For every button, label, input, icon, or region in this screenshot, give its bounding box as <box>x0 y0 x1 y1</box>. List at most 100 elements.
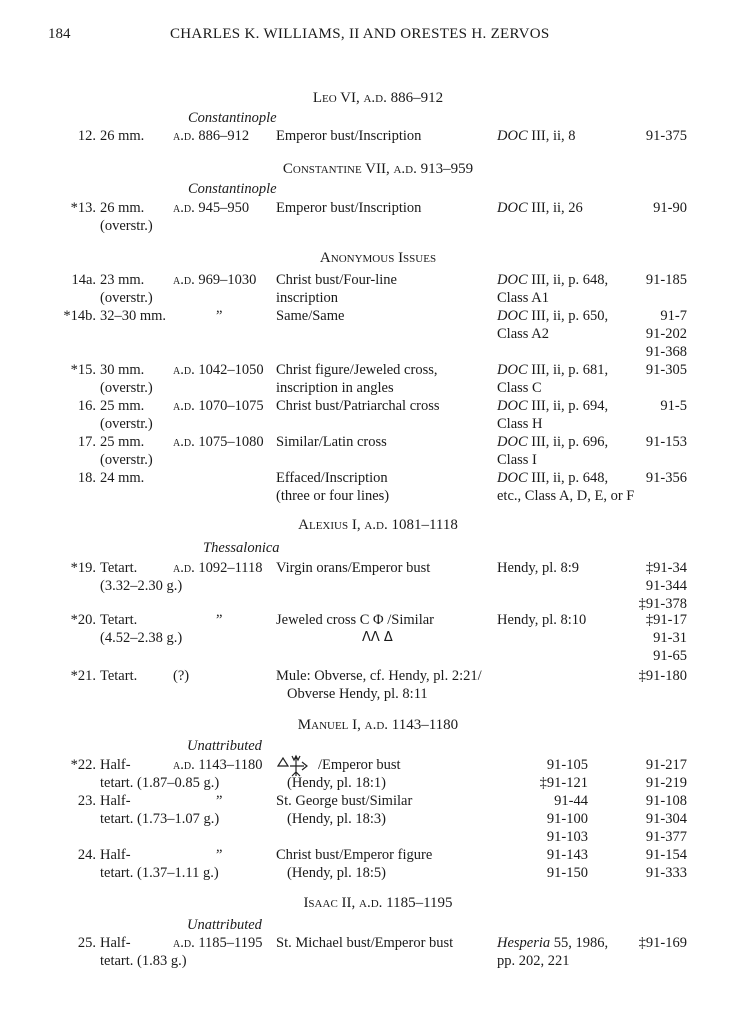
mint-name: Constantinople <box>188 110 277 126</box>
reference: Hendy, pl. 8:9 <box>497 560 580 576</box>
inventory-number: 91-7 <box>660 308 687 324</box>
coin-size: 23 mm. <box>100 272 145 288</box>
coin-size: Tetart. <box>100 668 138 684</box>
reference: DOC III, ii, p. 681, <box>497 362 609 378</box>
entry-number: *14b. <box>63 308 96 324</box>
section-heading: Constantine VII, a.d. 913–959 <box>0 160 756 178</box>
mint-label: Constantinople <box>0 109 756 127</box>
coin-date: ” <box>216 612 223 628</box>
reign-heading: Anonymous Issues <box>319 250 437 266</box>
entry-number: 17. <box>77 434 96 450</box>
reign-heading: Leo VI, a.d. 886–912 <box>312 90 444 106</box>
inventory-number: 91-143 <box>546 847 588 863</box>
reference: DOC III, ii, p. 648, <box>497 470 609 486</box>
coin-size: tetart. (1.73–1.07 g.) <box>100 811 220 827</box>
coin-size: 24 mm. <box>100 470 145 486</box>
catalogue-line: ‡91-378 <box>0 595 756 613</box>
inventory-number: 91-103 <box>546 829 588 845</box>
inventory-number: 91-154 <box>645 847 687 863</box>
coin-description: Virgin orans/Emperor bust <box>276 560 431 576</box>
coin-size: 25 mm. <box>100 434 145 450</box>
coin-size: (overstr.) <box>100 380 153 396</box>
coin-date: a.d. 945–950 <box>173 200 250 216</box>
coin-description: Christ bust/Patriarchal cross <box>276 398 440 414</box>
coin-size: 32–30 mm. <box>100 308 167 324</box>
entry-number: *21. <box>70 668 96 684</box>
coin-description: Mule: Obverse, cf. Hendy, pl. 2:21/ <box>276 668 482 684</box>
coin-size: Half- <box>100 793 131 809</box>
reference: DOC III, ii, p. 696, <box>497 434 609 450</box>
inventory-number: 91-100 <box>546 811 588 827</box>
coin-size: 26 mm. <box>100 128 145 144</box>
coin-size: Tetart. <box>100 560 138 576</box>
catalogue-line: Obverse Hendy, pl. 8:11 <box>0 685 756 703</box>
entry-number: *20. <box>70 612 96 628</box>
coin-size: Half- <box>100 935 131 951</box>
reference: Class C <box>497 380 542 396</box>
inventory-number: 91-44 <box>554 793 588 809</box>
entry-number: 24. <box>77 847 96 863</box>
monogram-letters: ΛΛ Δ <box>362 630 393 645</box>
coin-description: Jeweled cross C Φ /Similar <box>276 612 434 628</box>
coin-description: Same/Same <box>276 308 345 324</box>
coin-size: (overstr.) <box>100 452 153 468</box>
inventory-number: ‡91-17 <box>645 612 687 628</box>
catalogue-line: *19. Tetart. a.d. 1092–1118 Virgin orans/Em… <box>0 559 756 577</box>
reign-heading: Isaac II, a.d. 1185–1195 <box>303 895 453 911</box>
coin-description: (Hendy, pl. 18:5) <box>287 865 386 881</box>
entry-number: 12. <box>77 128 96 144</box>
mint-label: Thessalonica <box>0 539 756 557</box>
inventory-number: ‡91-121 <box>539 775 588 791</box>
coin-description: /Emperor bust <box>318 757 401 773</box>
inventory-number: 91-304 <box>645 811 687 827</box>
catalogue-line: (overstr.) inscription in angles Class C <box>0 379 756 397</box>
coin-description: St. Michael bust/Emperor bust <box>276 935 454 951</box>
catalogue-line: 18. 24 mm. Effaced/Inscription DOC III, ii,… <box>0 469 756 487</box>
coin-date: a.d. 1143–1180 <box>173 757 263 773</box>
entry-number: *15. <box>70 362 96 378</box>
inventory-number: 91-333 <box>645 865 687 881</box>
catalogue-line: tetart. (1.87–0.85 g.) (Hendy, pl. 18:1) ‡… <box>0 774 756 792</box>
reference: DOC III, ii, p. 650, <box>497 308 609 324</box>
coin-size: tetart. (1.37–1.11 g.) <box>100 865 219 881</box>
reference: pp. 202, 221 <box>497 953 570 969</box>
inventory-number: 91-217 <box>645 757 687 773</box>
mint-label: Unattributed <box>0 737 756 755</box>
catalogue-line: 14a. 23 mm. a.d. 969–1030 Christ bust/Four-… <box>0 271 756 289</box>
inventory-number: 91-375 <box>645 128 687 144</box>
coin-size: 25 mm. <box>100 398 145 414</box>
inventory-number: 91-202 <box>645 326 687 342</box>
inventory-number: 91-150 <box>546 865 588 881</box>
catalogue-line: *20. Tetart. ” Jeweled cross C Φ /Similar He… <box>0 611 756 629</box>
coin-size: (overstr.) <box>100 218 153 234</box>
catalogue-line: 23. Half- ” St. George bust/Similar 91-44 91-… <box>0 792 756 810</box>
catalogue-line: (overstr.) <box>0 217 756 235</box>
entry-number: 25. <box>77 935 96 951</box>
coin-size: (3.32–2.30 g.) <box>100 578 183 594</box>
catalogue-line: (overstr.) Class I <box>0 451 756 469</box>
inventory-number: ‡91-378 <box>638 596 687 612</box>
coin-size: 30 mm. <box>100 362 145 378</box>
inventory-number: 91-90 <box>653 200 687 216</box>
catalogue-line: tetart. (1.37–1.11 g.) (Hendy, pl. 18:5) 9… <box>0 864 756 882</box>
section-heading: Isaac II, a.d. 1185–1195 <box>0 894 756 912</box>
entry-number: 14a. <box>71 272 96 288</box>
inventory-number: 91-185 <box>645 272 687 288</box>
coin-date: ” <box>216 308 223 324</box>
coin-date: a.d. 1092–1118 <box>173 560 263 576</box>
section-heading: Manuel I, a.d. 1143–1180 <box>0 716 756 734</box>
reference: DOC III, ii, p. 694, <box>497 398 609 414</box>
coin-date: a.d. 1185–1195 <box>173 935 263 951</box>
catalogue-line: *21. Tetart. (?) Mule: Obverse, cf. Hendy, … <box>0 667 756 685</box>
catalogue-line: (overstr.) Class H <box>0 415 756 433</box>
coin-description: Christ bust/Emperor figure <box>276 847 433 863</box>
inventory-number: 91-65 <box>653 648 687 664</box>
entry-number: *22. <box>70 757 96 773</box>
coin-size: (overstr.) <box>100 416 153 432</box>
coin-size: (4.52–2.38 g.) <box>100 630 183 646</box>
section-heading: Alexius I, a.d. 1081–1118 <box>0 516 756 534</box>
page-number: 184 <box>48 26 71 42</box>
coin-description: Emperor bust/Inscription <box>276 200 422 216</box>
reign-heading: Alexius I, a.d. 1081–1118 <box>298 517 458 533</box>
mint-name: Constantinople <box>188 181 277 197</box>
